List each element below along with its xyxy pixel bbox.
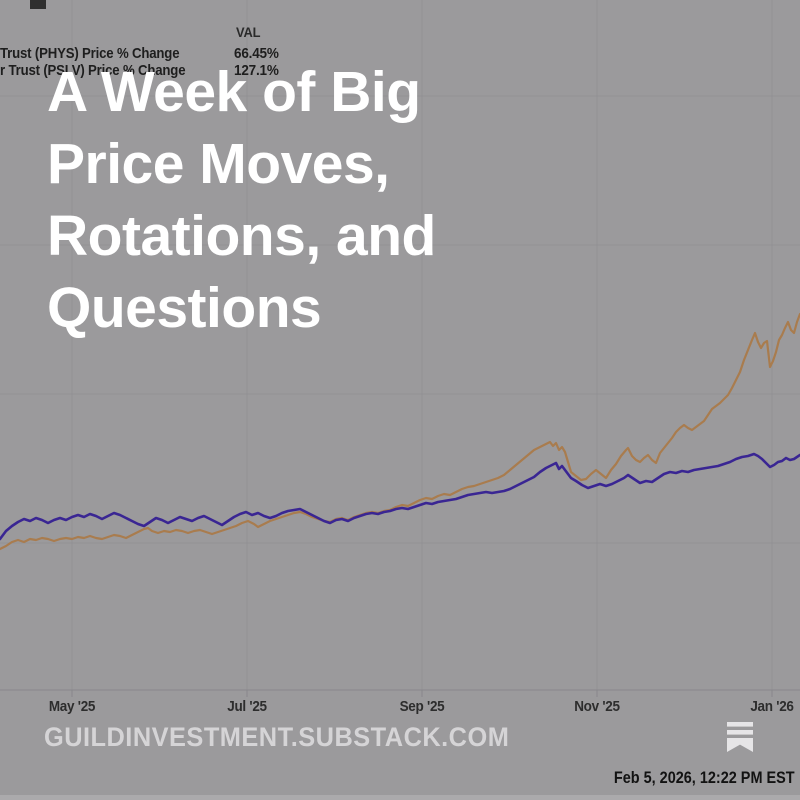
x-tick-label: Jul '25	[227, 698, 267, 715]
substack-logo-shapes	[727, 722, 753, 752]
x-axis-labels: May '25 Jul '25 Sep '25 Nov '25 Jan '26	[0, 698, 800, 716]
x-tick-label: May '25	[48, 698, 96, 715]
post-title-line: A Week of Big	[47, 60, 421, 124]
post-title-line: Questions	[47, 276, 322, 340]
publication-domain: GUILDINVESTMENT.SUBSTACK.COM	[44, 722, 510, 752]
x-tick-label: Nov '25	[574, 698, 620, 715]
cropped-ui-fragment	[30, 0, 46, 9]
series-line-pslv	[0, 312, 800, 551]
post-title-line: Rotations, and	[47, 204, 436, 268]
substack-logo-icon	[727, 722, 753, 752]
legend-val-header: VAL	[236, 24, 261, 40]
post-title-line: Price Moves,	[47, 132, 390, 196]
x-tick-label: Sep '25	[399, 698, 445, 715]
legend-series-value: 127.1%	[234, 62, 279, 79]
post-timestamp: Feb 5, 2026, 12:22 PM EST	[614, 768, 795, 787]
legend-series-value: 66.45%	[234, 45, 279, 62]
chart-axis	[0, 689, 800, 697]
chart-series-lines	[0, 312, 800, 551]
legend-series-label: r Trust (PSLV) Price % Change	[0, 62, 186, 79]
series-line-phys	[0, 452, 800, 541]
bottom-edge-strip	[0, 795, 800, 800]
chart-gridlines	[0, 0, 800, 690]
legend-series-label: Trust (PHYS) Price % Change	[0, 45, 180, 62]
post-title: A Week of Big Price Moves, Rotations, and Q…	[47, 56, 567, 344]
x-tick-label: Jan '26	[750, 698, 794, 715]
